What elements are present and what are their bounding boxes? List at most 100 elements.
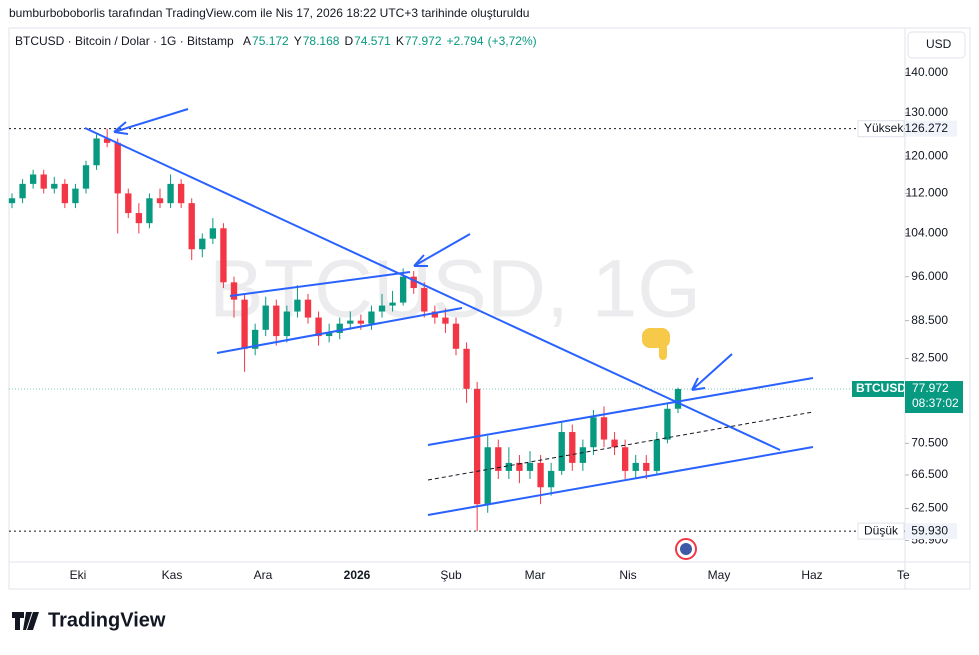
y-tick-label: 66.500 [911,467,948,481]
candle-body [325,332,333,337]
countdown: 08:37:02 [912,396,959,410]
candle-body [463,348,470,389]
y-tick-label: 130.000 [905,105,949,119]
candle-body [283,311,291,337]
candle-body [251,329,259,349]
arrow [691,353,733,391]
candle-body [378,305,386,312]
candle-body [61,183,69,204]
candle-body [167,183,174,204]
candle-body [569,432,576,463]
arrow [413,233,471,267]
candle-body [72,188,79,204]
candle-body [347,320,354,324]
hand-icon [642,328,670,360]
candle-body [273,305,280,337]
y-tick-label: 82.500 [911,351,948,365]
y-tick-label: 112.000 [906,186,949,200]
trend-line [84,127,781,451]
candle-body [643,462,650,471]
y-tick-label: 62.500 [911,501,948,515]
candle-body [495,447,502,471]
currency: USD [926,37,952,51]
last-name: BTCUSD [856,381,906,395]
candle-body [51,183,58,189]
candle-body [452,323,460,349]
candle-body [505,462,513,471]
candle-body [579,447,587,463]
last-value: 77.972 [912,381,949,395]
candle-body [537,462,544,488]
legend-prefix: A [243,34,251,48]
candle-body [146,198,153,224]
high-name-box [857,120,905,138]
candle-body [40,174,47,189]
candle-body [611,439,618,448]
x-tick-label: Eki [70,568,87,582]
candle-body [399,276,407,303]
candle-body [484,447,491,505]
low-value-box [905,523,957,540]
watermark: BTCUSD, 1G [209,244,701,335]
svg-text:TradingView: TradingView [48,609,166,631]
candle-body [674,389,682,409]
candle-body [558,432,565,471]
candle-body [125,193,132,214]
candle-body [199,238,206,250]
y-tick-label: 120.000 [905,148,949,162]
candle-body [19,183,26,199]
candle-body [220,228,227,283]
candle-body [93,138,100,166]
channel-line [229,271,411,297]
candle-body [516,462,523,471]
drawings [84,108,814,516]
candle-body [29,174,37,184]
candle-body [664,408,671,440]
y-tick-label: 104.000 [905,226,949,240]
high-value: 126.272 [905,121,949,135]
candle-body [177,183,185,204]
candle-body [209,228,217,239]
attribution: bumburboboborlis tarafından TradingView.… [9,6,529,20]
candle-body [431,311,439,318]
x-tick-label: Ara [254,568,273,582]
candle-body [410,276,417,289]
candle-body [135,213,143,224]
ohlc-legend: A 75.172 Y 78.168 D 74.571 K 77.972 +2.794 (+3,72… [243,34,537,48]
candle-body [188,203,195,250]
last-name-box [852,381,904,398]
candle-body [82,165,90,189]
candle-body [547,470,555,488]
candle-body [632,462,639,471]
legend-value: 77.972 [405,34,442,48]
arrow [113,108,189,135]
event-icon [675,538,697,560]
legend-prefix: K [396,34,404,48]
candle-body [442,317,449,324]
low-value: 59.930 [911,523,948,537]
brand: TradingView [12,609,166,631]
plot-area [8,128,905,532]
x-tick-label: Nis [619,568,636,582]
currency-button[interactable] [907,31,966,59]
y-tick-label: 70.500 [911,436,948,450]
candle-body [590,417,597,448]
change: +2.794 [447,34,484,48]
legend-value: 74.571 [354,34,391,48]
candle-body [262,305,269,330]
legend-value: 78.168 [303,34,340,48]
candle-body [304,299,312,318]
candle-body [294,299,301,312]
high-value-box [905,120,957,137]
low-name: Düşük [864,523,899,537]
candle-body [653,439,661,471]
candle-body [357,320,365,324]
candle-body [241,299,248,349]
candle-body [103,138,111,143]
x-tick-label: Mar [525,568,546,582]
candle-body [526,462,534,471]
channel-line [427,446,814,516]
y-tick-label: 96.000 [911,269,948,283]
